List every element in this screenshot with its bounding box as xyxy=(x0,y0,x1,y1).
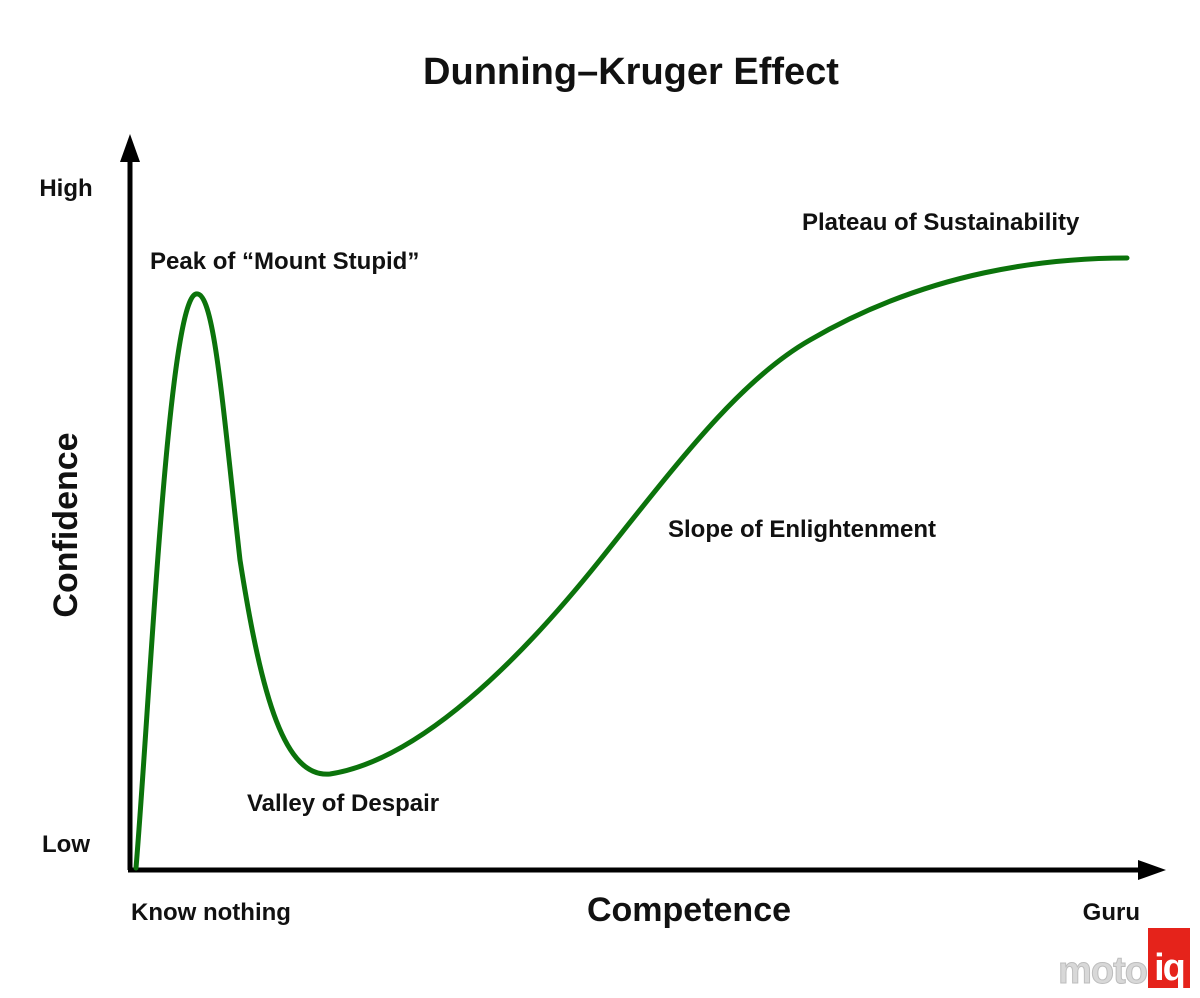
y-axis-low-label: Low xyxy=(42,831,90,858)
axes xyxy=(120,134,1166,880)
logo-moto-text: moto xyxy=(1058,950,1147,992)
x-axis-start-label: Know nothing xyxy=(131,899,291,926)
plateau-annotation: Plateau of Sustainability xyxy=(802,209,1080,236)
logo-iq-badge xyxy=(1148,928,1190,988)
x-axis-end-label: Guru xyxy=(1083,899,1140,926)
logo-iq-text: iq xyxy=(1154,947,1184,989)
peak-annotation: Peak of “Mount Stupid” xyxy=(150,248,419,275)
y-axis-title: Confidence xyxy=(47,432,85,617)
slope-annotation: Slope of Enlightenment xyxy=(668,516,936,543)
x-axis-title: Competence xyxy=(587,891,791,929)
y-axis-high-label: High xyxy=(39,175,92,202)
motoiq-logo: moto iq xyxy=(1058,928,1190,993)
dunning-kruger-curve xyxy=(133,255,1130,871)
valley-annotation: Valley of Despair xyxy=(247,790,439,817)
y-axis-arrow xyxy=(120,134,140,162)
diagram-title: Dunning–Kruger Effect xyxy=(423,51,839,93)
x-axis-arrow xyxy=(1138,860,1166,880)
